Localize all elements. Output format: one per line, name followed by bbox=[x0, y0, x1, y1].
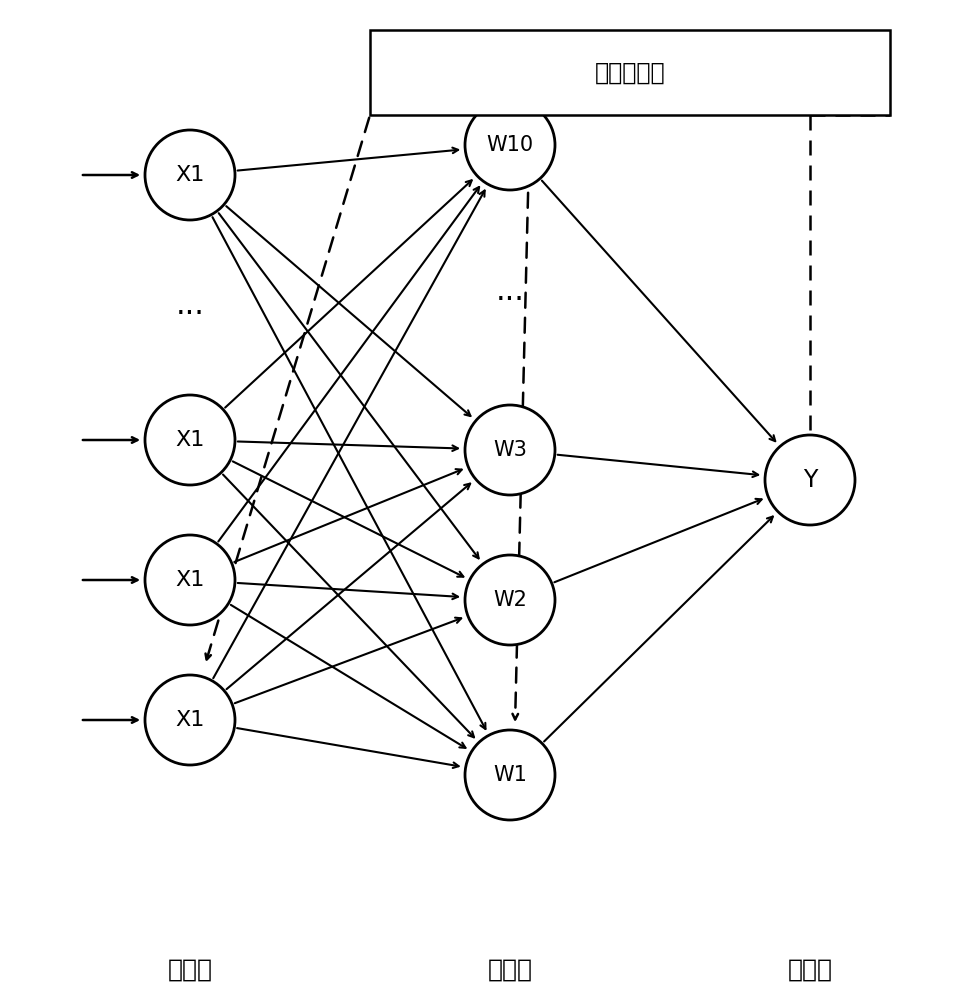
Text: W2: W2 bbox=[493, 590, 527, 610]
Circle shape bbox=[465, 730, 555, 820]
Text: X1: X1 bbox=[175, 710, 205, 730]
Text: W1: W1 bbox=[493, 765, 527, 785]
Circle shape bbox=[465, 405, 555, 495]
Text: W10: W10 bbox=[486, 135, 534, 155]
Text: Y: Y bbox=[803, 468, 818, 492]
Text: 隐含层: 隐含层 bbox=[487, 958, 533, 982]
Text: X1: X1 bbox=[175, 570, 205, 590]
Text: ···: ··· bbox=[175, 300, 204, 330]
Text: 输出层: 输出层 bbox=[788, 958, 832, 982]
Circle shape bbox=[145, 130, 235, 220]
Text: X1: X1 bbox=[175, 165, 205, 185]
Circle shape bbox=[145, 675, 235, 765]
Text: X1: X1 bbox=[175, 430, 205, 450]
Circle shape bbox=[145, 535, 235, 625]
Text: 输入层: 输入层 bbox=[168, 958, 213, 982]
Circle shape bbox=[465, 100, 555, 190]
Text: 误差逆传播: 误差逆传播 bbox=[595, 60, 665, 85]
Bar bbox=[370, 30, 890, 115]
Circle shape bbox=[465, 555, 555, 645]
Text: W3: W3 bbox=[493, 440, 527, 460]
Text: ···: ··· bbox=[496, 286, 525, 314]
Circle shape bbox=[765, 435, 855, 525]
Circle shape bbox=[145, 395, 235, 485]
